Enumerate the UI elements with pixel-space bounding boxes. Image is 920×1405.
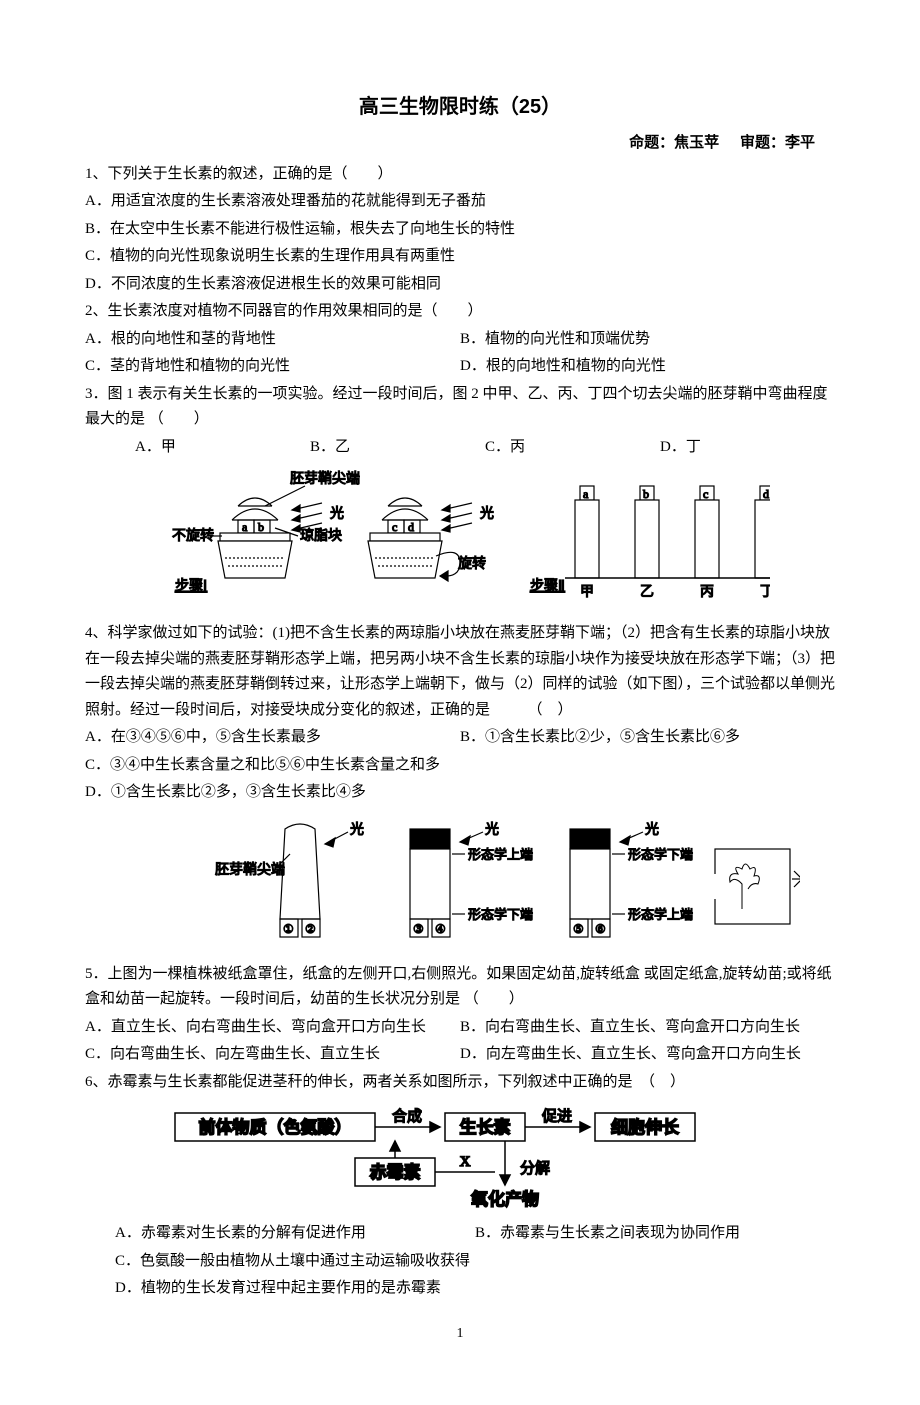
question-5-opt-c: C．向右弯曲生长、向左弯曲生长、直立生长: [85, 1042, 460, 1068]
question-2-row2: C．茎的背地性和植物的向光性 D．根的向地性和植物的向光性: [85, 354, 835, 380]
svg-text:旋转: 旋转: [458, 556, 486, 572]
question-1-opt-d: D．不同浓度的生长素溶液促进根生长的效果可能相同: [85, 272, 835, 298]
authors-line: 命题：焦玉苹 审题：李平: [85, 130, 835, 156]
question-5-opt-a: A．直立生长、向右弯曲生长、弯向盒开口方向生长: [85, 1015, 460, 1041]
svg-text:促进: 促进: [542, 1108, 572, 1125]
svg-text:④: ④: [435, 922, 446, 936]
svg-text:生长素: 生长素: [460, 1117, 511, 1137]
svg-text:a: a: [583, 487, 589, 501]
question-4-opt-b: B．①含生长素比②少，⑤含生长素比⑥多: [460, 725, 835, 751]
svg-text:c: c: [392, 520, 397, 534]
question-6-opt-a: A．赤霉素对生长素的分解有促进作用: [115, 1221, 475, 1247]
svg-text:合成: 合成: [392, 1108, 422, 1125]
question-3-opt-d: D．丁: [660, 435, 835, 461]
svg-text:光: 光: [330, 506, 344, 522]
svg-text:细胞伸长: 细胞伸长: [611, 1117, 680, 1137]
question-5-opt-b: B．向右弯曲生长、直立生长、弯向盒开口方向生长: [460, 1015, 835, 1041]
svg-text:乙: 乙: [640, 584, 654, 600]
svg-text:光: 光: [350, 822, 364, 838]
svg-text:氧化产物: 氧化产物: [470, 1189, 539, 1209]
svg-text:步骤Ⅰ: 步骤Ⅰ: [175, 578, 207, 594]
svg-text:a: a: [242, 520, 248, 534]
svg-text:形态学上端: 形态学上端: [628, 907, 693, 922]
svg-text:琼脂块: 琼脂块: [300, 528, 342, 544]
question-6-opt-d: D．植物的生长发育过程中起主要作用的是赤霉素: [115, 1276, 835, 1302]
question-3-stem: 3．图 1 表示有关生长素的一项实验。经过一段时间后，图 2 中甲、乙、丙、丁四…: [85, 382, 835, 433]
question-4-opt-c: C．③④中生长素含量之和比⑤⑥中生长素含量之和多: [85, 753, 835, 779]
svg-text:形态学下端: 形态学下端: [628, 847, 693, 862]
question-5-row2: C．向右弯曲生长、向左弯曲生长、直立生长 D．向左弯曲生长、直立生长、弯向盒开口…: [85, 1042, 835, 1068]
svg-text:b: b: [643, 487, 649, 501]
question-6-opt-b: B．赤霉素与生长素之间表现为协同作用: [475, 1221, 835, 1247]
svg-text:步骤Ⅱ: 步骤Ⅱ: [530, 578, 565, 594]
svg-text:③: ③: [413, 922, 424, 936]
question-6-opt-c: C．色氨酸一般由植物从土壤中通过主动运输吸收获得: [115, 1249, 835, 1275]
svg-text:光: 光: [645, 822, 659, 838]
question-2-opt-d: D．根的向地性和植物的向光性: [460, 354, 835, 380]
svg-text:形态学下端: 形态学下端: [468, 907, 533, 922]
svg-text:赤霉素: 赤霉素: [370, 1162, 421, 1182]
figure-q6: 前体物质（色氨酸） 合成 生长素 促进 细胞伸长 赤霉素 X 分解 氧化产物: [85, 1103, 835, 1213]
question-3-opt-b: B．乙: [310, 435, 485, 461]
question-2-stem: 2、生长素浓度对植物不同器官的作用效果相同的是（ ）: [85, 299, 835, 325]
question-4-row1: A．在③④⑤⑥中，⑤含生长素最多 B．①含生长素比②少，⑤含生长素比⑥多: [85, 725, 835, 751]
figure-q4: ① ② 胚芽鞘尖端 光 ③ ④ 光 形态学上端 形态学下端 ⑤ ⑥ 光 形态学下…: [85, 814, 835, 954]
question-2-opt-b: B．植物的向光性和顶端优势: [460, 327, 835, 353]
svg-text:丁: 丁: [760, 585, 770, 600]
svg-text:胚芽鞘尖端: 胚芽鞘尖端: [290, 471, 360, 487]
svg-text:丙: 丙: [700, 585, 714, 600]
question-1-opt-a: A．用适宜浓度的生长素溶液处理番茄的花就能得到无子番茄: [85, 189, 835, 215]
page-title: 高三生物限时练（25）: [85, 90, 835, 124]
svg-text:甲: 甲: [580, 585, 594, 600]
question-5-stem: 5．上图为一棵植株被纸盒罩住，纸盒的左侧开口,右侧照光。如果固定幼苗,旋转纸盒 …: [85, 962, 835, 1013]
svg-text:X: X: [460, 1154, 471, 1170]
svg-text:光: 光: [480, 506, 494, 522]
svg-text:形态学上端: 形态学上端: [468, 847, 533, 862]
svg-text:d: d: [408, 520, 414, 534]
svg-text:光: 光: [485, 822, 499, 838]
setter-name: 焦玉苹: [674, 134, 719, 151]
question-3-opt-a: A．甲: [135, 435, 310, 461]
reviewer-label: 审题：: [740, 134, 785, 151]
question-2-row1: A．根的向地性和茎的背地性 B．植物的向光性和顶端优势: [85, 327, 835, 353]
question-2-opt-c: C．茎的背地性和植物的向光性: [85, 354, 460, 380]
reviewer-name: 李平: [785, 134, 815, 151]
page-number: 1: [85, 1322, 835, 1346]
question-1-opt-c: C．植物的向光性现象说明生长素的生理作用具有两重性: [85, 244, 835, 270]
question-4-opt-a: A．在③④⑤⑥中，⑤含生长素最多: [85, 725, 460, 751]
question-6-row1: A．赤霉素对生长素的分解有促进作用 B．赤霉素与生长素之间表现为协同作用: [115, 1221, 835, 1247]
question-3-opt-c: C．丙: [485, 435, 660, 461]
question-1-stem: 1、下列关于生长素的叙述，正确的是（ ）: [85, 162, 835, 188]
svg-text:⑤: ⑤: [573, 922, 584, 936]
svg-text:c: c: [703, 487, 708, 501]
svg-text:⑥: ⑥: [595, 922, 606, 936]
svg-text:前体物质（色氨酸）: 前体物质（色氨酸）: [199, 1117, 352, 1137]
svg-text:d: d: [763, 487, 769, 501]
svg-text:②: ②: [305, 922, 316, 936]
question-1-opt-b: B．在太空中生长素不能进行极性运输，根失去了向地生长的特性: [85, 217, 835, 243]
svg-text:分解: 分解: [520, 1160, 550, 1177]
question-3-options: A．甲 B．乙 C．丙 D．丁: [85, 435, 835, 461]
figure-q3: 胚芽鞘尖端 a b 光 不旋转 琼脂块 步骤Ⅰ c: [85, 468, 835, 613]
question-6-stem: 6、赤霉素与生长素都能促进茎秆的伸长，两者关系如图所示，下列叙述中正确的是 （ …: [85, 1070, 835, 1096]
question-5-row1: A．直立生长、向右弯曲生长、弯向盒开口方向生长 B．向右弯曲生长、直立生长、弯向…: [85, 1015, 835, 1041]
question-4-stem: 4、科学家做过如下的试验：(1)把不含生长素的两琼脂小块放在燕麦胚芽鞘下端；（2…: [85, 621, 835, 723]
question-2-opt-a: A．根的向地性和茎的背地性: [85, 327, 460, 353]
svg-text:①: ①: [283, 922, 294, 936]
svg-text:b: b: [258, 520, 264, 534]
question-5-opt-d: D．向左弯曲生长、直立生长、弯向盒开口方向生长: [460, 1042, 835, 1068]
svg-text:胚芽鞘尖端: 胚芽鞘尖端: [215, 862, 285, 878]
svg-text:不旋转: 不旋转: [172, 528, 214, 544]
setter-label: 命题：: [629, 134, 674, 151]
question-4-opt-d: D．①含生长素比②多，③含生长素比④多: [85, 780, 835, 806]
